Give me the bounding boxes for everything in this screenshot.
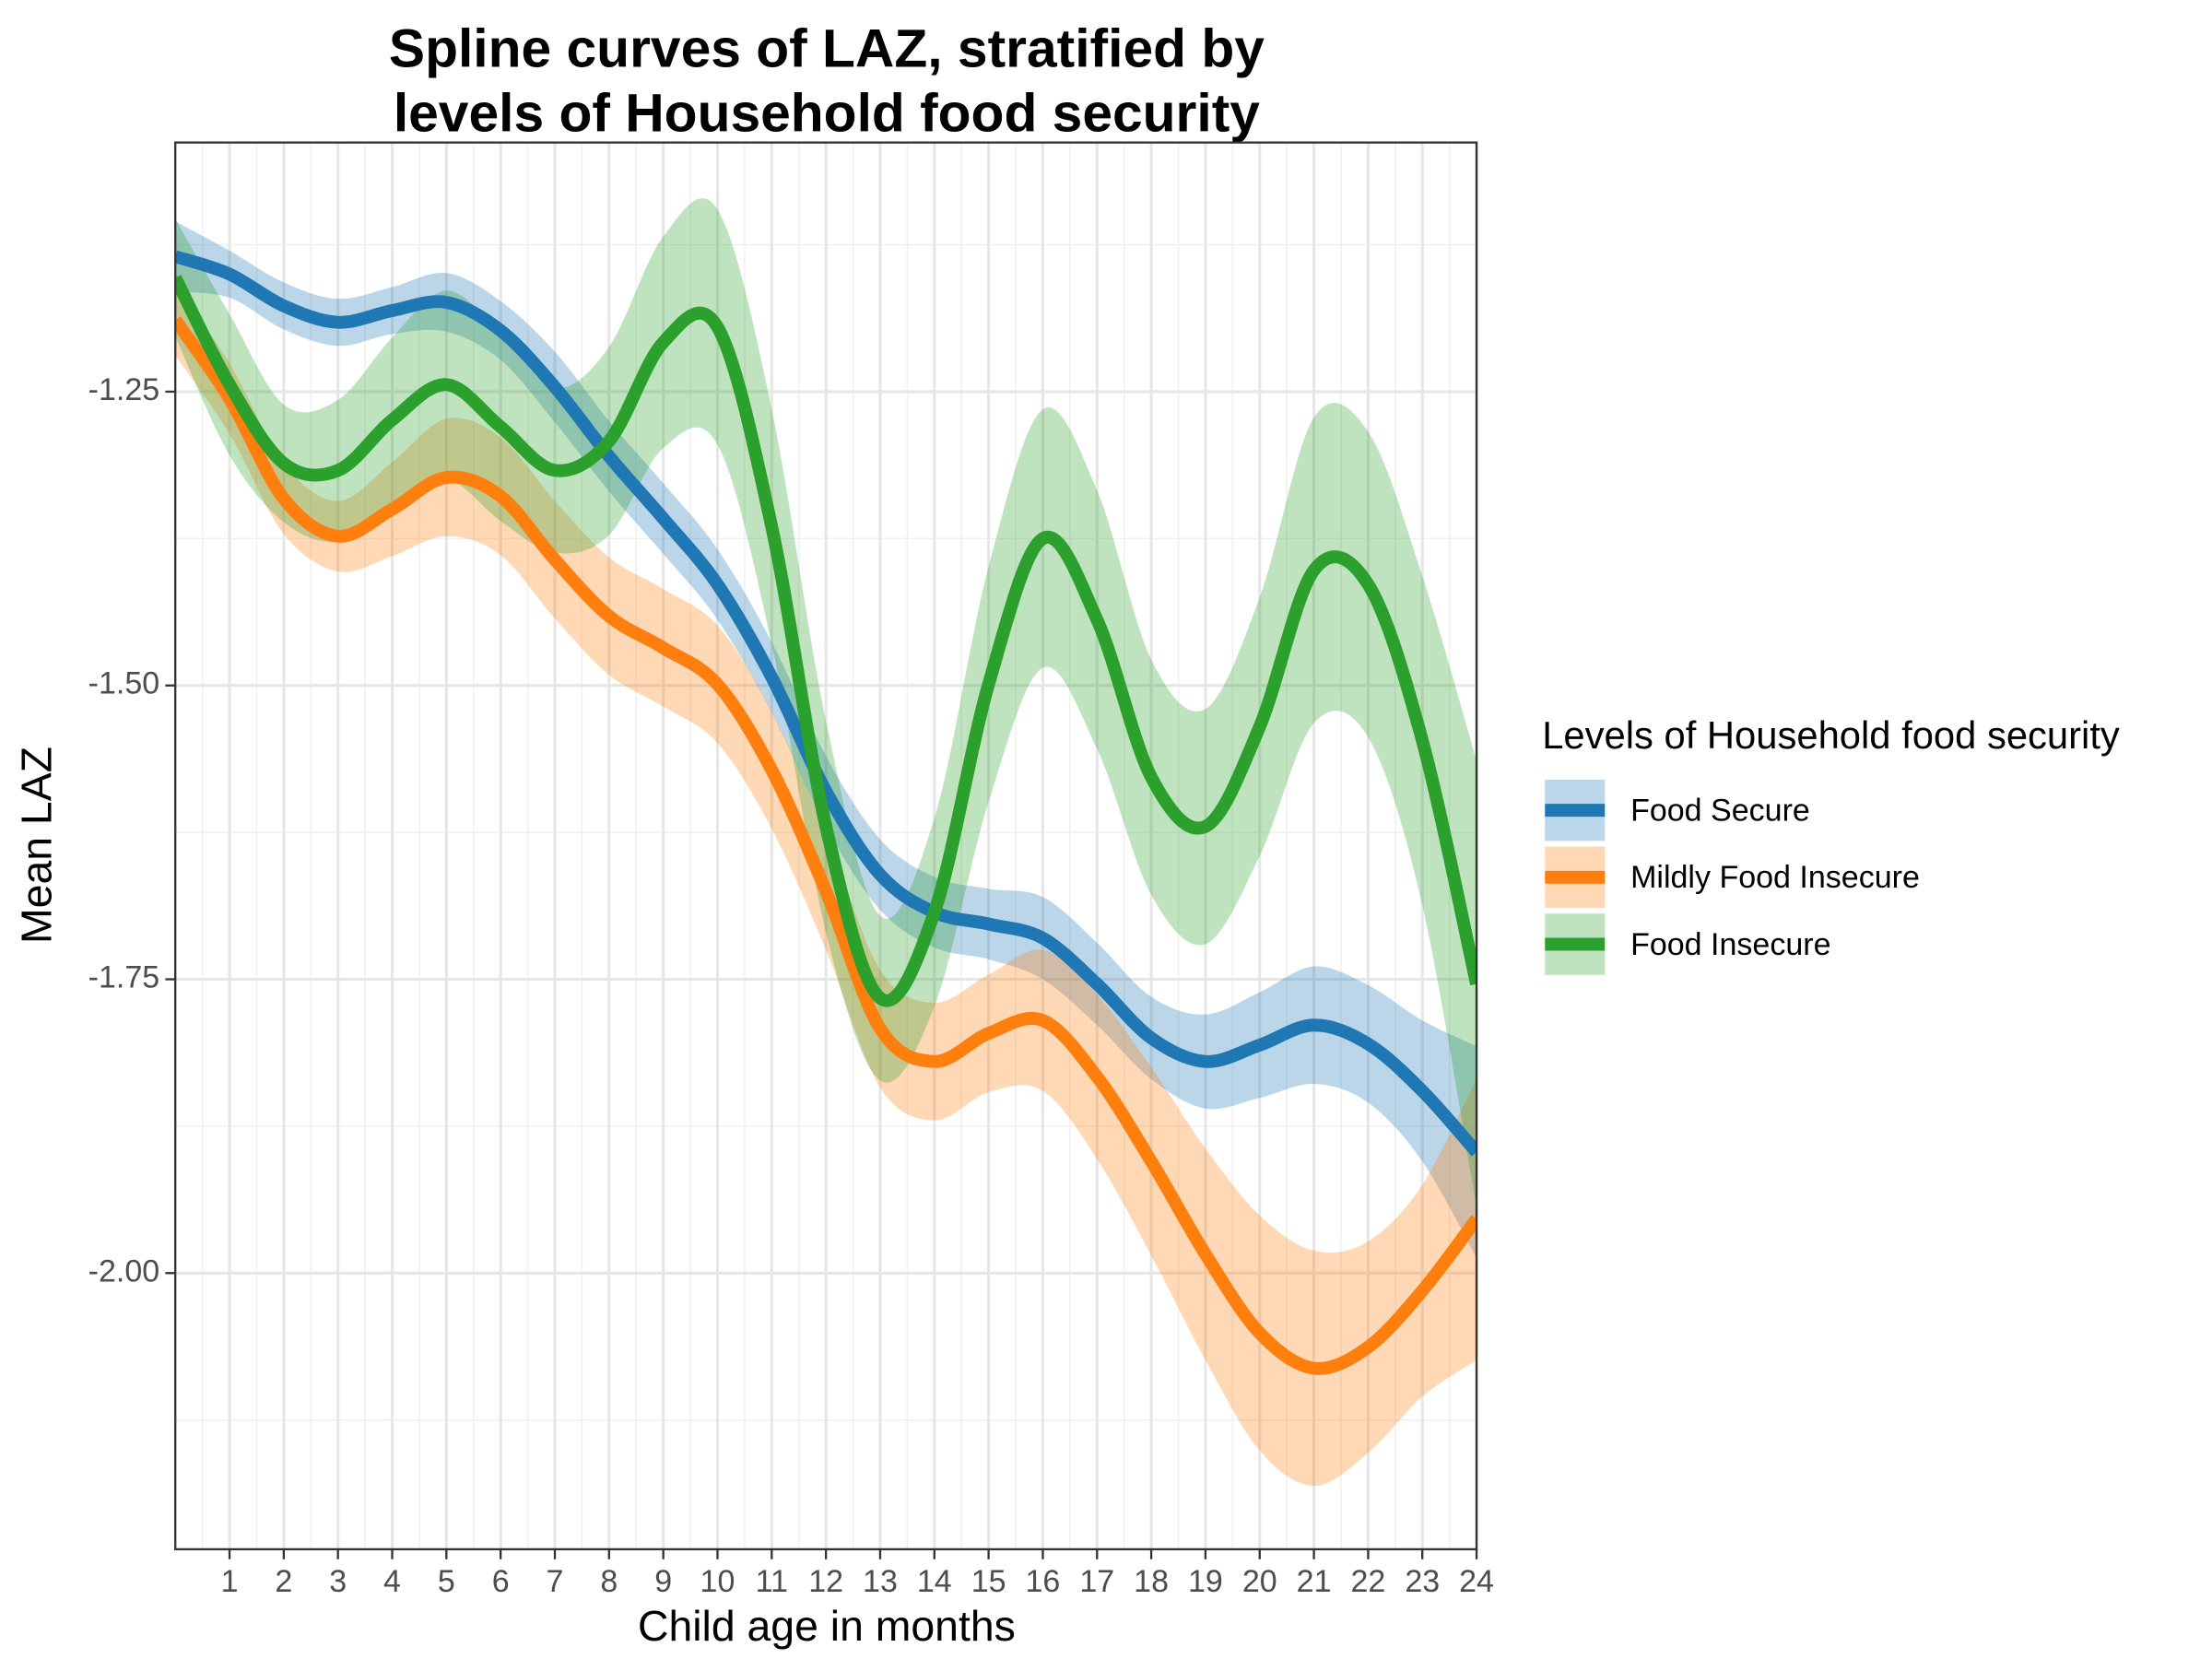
x-tick-label: 18 [1134,1564,1169,1599]
x-tick-label: 14 [917,1564,952,1599]
confidence-band [175,221,1477,1258]
x-tick-label: 11 [756,1564,788,1599]
y-tick-label: -1.25 [88,372,160,407]
y-tick-label: -1.75 [88,959,160,994]
legend-label: Mildly Food Insecure [1630,860,1920,895]
x-axis-title: Child age in months [638,1602,1016,1650]
x-tick-label: 3 [329,1564,347,1599]
x-tick-label: 9 [654,1564,672,1599]
plot-border [174,141,1478,1551]
confidence-band [175,198,1477,1207]
legend-label: Food Secure [1630,793,1810,828]
x-tick-label: 1 [221,1564,239,1599]
x-tick-label: 2 [275,1564,292,1599]
x-tick-label: 5 [438,1564,455,1599]
x-tick-label: 6 [492,1564,510,1599]
x-tick-label: 7 [547,1564,564,1599]
x-tick-label: 21 [1297,1564,1332,1599]
x-tick-label: 15 [971,1564,1006,1599]
chart-title: Spline curves of LAZ, stratified by [389,19,1265,79]
lines [175,250,1477,1375]
series-line [175,316,1477,1375]
x-tick-label: 10 [700,1564,735,1599]
x-tick-label: 22 [1350,1564,1385,1599]
x-tick-label: 20 [1242,1564,1277,1599]
x-tick-label: 12 [808,1564,843,1599]
x-tick-label: 13 [863,1564,898,1599]
x-tick-label: 23 [1405,1564,1440,1599]
y-axis-title: Mean LAZ [13,747,61,944]
x-tick-label: 16 [1026,1564,1061,1599]
y-tick-label: -2.00 [88,1253,160,1288]
x-tick-label: 8 [600,1564,618,1599]
series-line [175,275,1477,1007]
x-tick-label: 4 [383,1564,401,1599]
x-tick-label: 24 [1459,1564,1494,1599]
x-tick-label: 17 [1079,1564,1114,1599]
legend-title: Levels of Household food security [1542,713,2120,757]
x-tick-label: 19 [1188,1564,1223,1599]
y-tick-label: -1.50 [88,666,160,701]
legend-label: Food Insecure [1630,927,1830,962]
chart-title: levels of Household food security [394,83,1260,143]
